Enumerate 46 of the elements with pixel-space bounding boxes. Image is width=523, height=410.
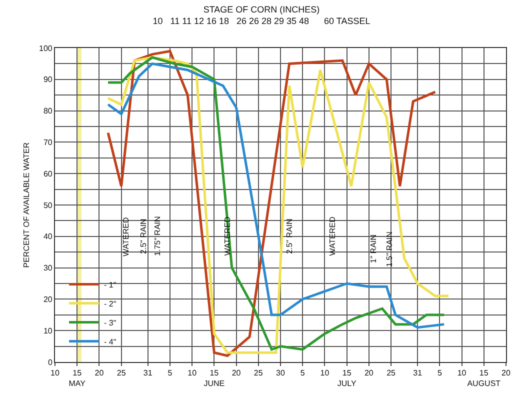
y-tick-label: 70	[43, 138, 53, 147]
x-tick-label: 25	[116, 368, 126, 378]
x-tick-label: 15 AUGUST	[467, 368, 501, 388]
legend-label: - 3"	[104, 318, 116, 328]
y-tick-label: 60	[43, 169, 53, 178]
x-tick-label: 10	[188, 368, 198, 378]
x-tick-label: 5	[168, 368, 173, 378]
x-tick-label: 5	[437, 368, 442, 378]
x-tick-label: 20	[94, 368, 104, 378]
annotation: 1.5" RAIN	[384, 231, 394, 267]
x-tick-label: 25	[386, 368, 396, 378]
x-tick-label: 10	[320, 368, 330, 378]
x-tick-label: 20	[502, 368, 511, 378]
x-tick-label: 15 JULY	[337, 368, 357, 388]
x-tick-label: 15 JUNE	[204, 368, 225, 388]
chart-subtitle: 10 11 11 12 16 18 26 26 28 29 35 48 60 TASSEL	[152, 16, 370, 26]
y-tick-label: 80	[43, 106, 53, 116]
annotation: WATERED	[222, 216, 232, 256]
x-tick-label: 20	[364, 368, 374, 378]
annotation: 2.5" RAIN	[285, 218, 294, 254]
y-axis-title: PERCENT OF AVAILABLE WATER	[22, 142, 31, 268]
y-tick-label: 90	[43, 75, 53, 84]
y-tick-label: 40	[43, 232, 53, 242]
x-tick-label: 10	[50, 368, 60, 378]
annotation: WATERED	[328, 216, 337, 256]
y-tick-label: 20	[43, 295, 53, 304]
x-tick-label: 20	[232, 368, 242, 378]
x-tick-label: 31	[143, 368, 153, 378]
y-tick-label: 10	[43, 326, 53, 336]
annotation: 2.5" RAIN	[139, 218, 148, 254]
annotation: 1" RAIN	[369, 234, 378, 264]
x-tick-label: 5	[300, 368, 306, 378]
x-tick-label: 30	[276, 368, 286, 378]
x-tick-label: 25	[254, 368, 264, 378]
legend-label: - 4"	[104, 337, 116, 346]
y-tick-label: 100	[39, 44, 53, 53]
y-tick-label: 30	[43, 264, 53, 273]
legend-label: - 2"	[104, 299, 116, 308]
x-tick-label: 10	[457, 368, 467, 378]
chart-title: STAGE OF CORN (INCHES)	[203, 4, 320, 14]
x-tick-label: 15 MAY	[68, 368, 86, 388]
annotation: WATERED	[122, 217, 131, 256]
y-tick-label: 0	[48, 358, 53, 367]
annotation: 1.75" RAIN	[153, 216, 162, 256]
x-tick-label: 31	[413, 368, 423, 378]
y-tick-label: 50	[43, 200, 53, 210]
